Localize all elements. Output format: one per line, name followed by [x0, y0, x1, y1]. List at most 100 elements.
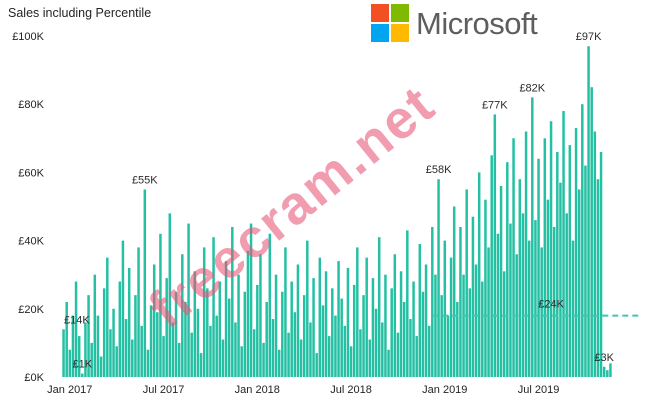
bar[interactable]	[65, 301, 68, 377]
bar[interactable]	[371, 278, 375, 377]
bar[interactable]	[496, 233, 500, 377]
bar[interactable]	[452, 206, 456, 378]
bar[interactable]	[299, 339, 303, 377]
bar[interactable]	[549, 121, 553, 377]
bar[interactable]	[424, 264, 428, 377]
bar[interactable]	[359, 329, 362, 377]
bar[interactable]	[109, 329, 112, 377]
bar[interactable]	[474, 264, 478, 377]
bar[interactable]	[171, 322, 175, 377]
bar[interactable]	[152, 264, 156, 377]
bar[interactable]	[124, 319, 128, 377]
bar[interactable]	[390, 288, 393, 377]
bar[interactable]	[387, 349, 390, 377]
bar[interactable]	[71, 315, 75, 377]
bar[interactable]	[381, 322, 384, 377]
bar[interactable]	[502, 271, 506, 377]
bar[interactable]	[418, 244, 422, 377]
bar[interactable]	[290, 281, 293, 377]
bar[interactable]	[90, 342, 93, 377]
bar[interactable]	[306, 240, 309, 377]
bar[interactable]	[477, 172, 481, 377]
bar[interactable]	[437, 179, 440, 377]
bar[interactable]	[552, 226, 556, 377]
bar[interactable]	[446, 315, 450, 377]
bar[interactable]	[115, 346, 118, 377]
bar[interactable]	[81, 373, 84, 377]
bar[interactable]	[340, 298, 343, 377]
bar[interactable]	[231, 226, 234, 377]
bar[interactable]	[415, 336, 418, 377]
bar[interactable]	[68, 349, 72, 377]
bar[interactable]	[481, 281, 484, 377]
bar[interactable]	[268, 233, 272, 377]
bar[interactable]	[162, 336, 165, 377]
bar[interactable]	[149, 305, 153, 377]
bar[interactable]	[265, 301, 268, 377]
bar[interactable]	[237, 274, 240, 377]
bar[interactable]	[174, 291, 178, 377]
bar[interactable]	[396, 332, 400, 377]
bar[interactable]	[252, 329, 256, 377]
bar[interactable]	[599, 151, 603, 377]
bar[interactable]	[593, 131, 597, 377]
bar[interactable]	[240, 346, 243, 377]
bar[interactable]	[449, 257, 453, 377]
bar[interactable]	[571, 240, 575, 377]
bar[interactable]	[74, 281, 78, 377]
bar[interactable]	[209, 325, 212, 377]
bar[interactable]	[462, 274, 465, 377]
bar[interactable]	[331, 288, 334, 377]
bar[interactable]	[84, 322, 87, 377]
bar[interactable]	[127, 267, 131, 377]
bar[interactable]	[427, 325, 431, 377]
bar[interactable]	[212, 237, 215, 377]
bar[interactable]	[399, 271, 403, 377]
bar[interactable]	[165, 278, 168, 377]
bar[interactable]	[584, 165, 587, 377]
bar[interactable]	[606, 370, 609, 377]
bar[interactable]	[352, 284, 356, 377]
bar[interactable]	[327, 336, 331, 377]
bar[interactable]	[406, 230, 409, 377]
bar[interactable]	[187, 223, 190, 377]
bar[interactable]	[168, 213, 172, 377]
bar[interactable]	[181, 254, 184, 377]
bar[interactable]	[609, 363, 612, 377]
bar[interactable]	[443, 240, 447, 377]
bar[interactable]	[96, 315, 100, 377]
bar[interactable]	[134, 295, 137, 377]
bar[interactable]	[337, 261, 340, 377]
bar[interactable]	[440, 295, 443, 377]
bar[interactable]	[365, 257, 368, 377]
bar[interactable]	[362, 295, 365, 377]
bar[interactable]	[87, 295, 90, 377]
bar[interactable]	[374, 308, 378, 377]
bar[interactable]	[218, 281, 222, 377]
bar[interactable]	[384, 274, 387, 377]
bar[interactable]	[246, 250, 250, 377]
bar[interactable]	[421, 291, 425, 377]
bar[interactable]	[315, 353, 318, 377]
bar[interactable]	[256, 284, 259, 377]
bar[interactable]	[221, 339, 225, 377]
bar[interactable]	[190, 332, 193, 377]
bar[interactable]	[524, 131, 528, 377]
bar[interactable]	[559, 182, 562, 377]
bar[interactable]	[215, 315, 218, 377]
bar[interactable]	[271, 319, 275, 377]
bar[interactable]	[490, 155, 493, 377]
bar[interactable]	[493, 114, 497, 378]
bar[interactable]	[543, 138, 547, 377]
bar[interactable]	[521, 213, 525, 377]
bar[interactable]	[62, 329, 65, 377]
bar[interactable]	[202, 247, 206, 377]
bar[interactable]	[199, 353, 203, 377]
bar[interactable]	[356, 247, 359, 377]
bar[interactable]	[562, 111, 565, 378]
bar[interactable]	[431, 226, 434, 377]
bar[interactable]	[293, 312, 297, 377]
bar[interactable]	[546, 199, 550, 377]
bar[interactable]	[527, 240, 531, 377]
bar[interactable]	[377, 237, 381, 377]
